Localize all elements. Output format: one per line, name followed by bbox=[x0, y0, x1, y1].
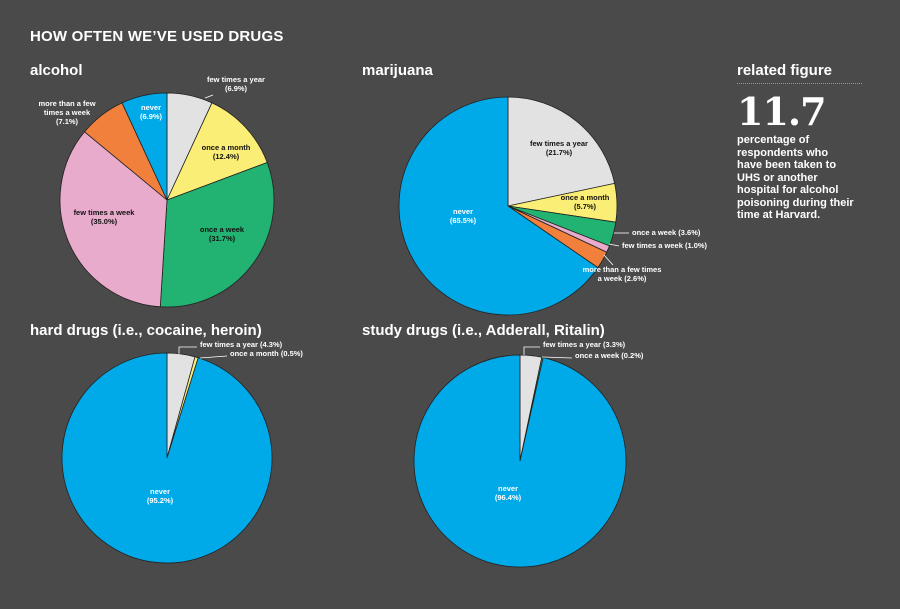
chart-title-study-drugs: study drugs (i.e., Adderall, Ritalin) bbox=[362, 322, 605, 339]
label-more-than-a-few-times-a-week: more than a few times a week (2.6%) bbox=[583, 265, 662, 283]
chart-title-marijuana: marijuana bbox=[362, 62, 433, 79]
label-once-a-week: once a week (31.7%) bbox=[200, 225, 245, 243]
label-once-a-month: once a month (5.7%) bbox=[561, 193, 610, 211]
pie-marijuana: few times a year (21.7%) once a month (5.7%… bbox=[398, 96, 708, 316]
leader-line-more-than-a-few-times-a-week bbox=[603, 254, 614, 266]
label-once-a-week: once a week (3.6%) bbox=[632, 228, 701, 237]
pie-hard: few times a year (4.3%)once a month (0.5… bbox=[61, 340, 303, 564]
label-more-than-a-few-times-a-week: more than a few times a week (7.1%) bbox=[38, 99, 95, 126]
label-once-a-month: once a month (0.5%) bbox=[230, 349, 303, 358]
label-once-a-month: once a month (12.4%) bbox=[202, 143, 251, 161]
chart-title-alcohol: alcohol bbox=[30, 62, 83, 79]
slice-once-a-month bbox=[166, 102, 268, 201]
label-few-times-a-week: few times a week (1.0%) bbox=[622, 241, 708, 250]
leader-line-few-times-a-year bbox=[178, 346, 197, 354]
slice-few-times-a-year bbox=[507, 96, 616, 207]
leader-line-few-times-a-year bbox=[523, 346, 540, 355]
pie-study: few times a year (3.3%) once a week (0.2%… bbox=[413, 340, 644, 568]
related-figure-panel: related figure 11.7 percentage of respon… bbox=[737, 62, 862, 222]
slice-never bbox=[61, 352, 273, 564]
label-never: never (96.4%) bbox=[495, 484, 522, 502]
slice-never bbox=[398, 96, 599, 316]
label-never: never (6.9%) bbox=[140, 103, 163, 121]
label-few-times-a-week: few times a week (35.0%) bbox=[74, 208, 136, 226]
leader-line-few-times-a-week bbox=[608, 243, 620, 247]
page-title: HOW OFTEN WE’VE USED DRUGS bbox=[30, 28, 284, 45]
label-never: never (65.5%) bbox=[450, 207, 477, 225]
related-figure-heading: related figure bbox=[737, 62, 862, 84]
label-few-times-a-year: few times a year (4.3%) bbox=[200, 340, 283, 349]
slice-once-a-week bbox=[159, 161, 275, 308]
related-figure-text: percentage of respondents who have been … bbox=[737, 134, 854, 221]
label-few-times-a-year: few times a year (21.7%) bbox=[530, 139, 588, 157]
leader-line-few-times-a-year bbox=[204, 94, 214, 99]
slice-few-times-a-week bbox=[59, 131, 168, 308]
label-few-times-a-year: few times a year (6.9%) bbox=[207, 75, 265, 93]
slice-never bbox=[121, 92, 168, 201]
pie-alcohol: few times a year (6.9%) once a month (12.4%… bbox=[38, 75, 275, 308]
label-never: never (95.2%) bbox=[147, 487, 174, 505]
label-few-times-a-year: few times a year (3.3%) bbox=[543, 340, 626, 349]
related-figure-number: 11.7 bbox=[737, 89, 827, 134]
slice-never bbox=[413, 354, 627, 568]
leader-line-once-a-month bbox=[199, 355, 228, 359]
chart-title-hard-drugs: hard drugs (i.e., cocaine, heroin) bbox=[30, 322, 262, 339]
leader-line-once-a-week bbox=[541, 356, 573, 359]
label-once-a-week: once a week (0.2%) bbox=[575, 351, 644, 360]
